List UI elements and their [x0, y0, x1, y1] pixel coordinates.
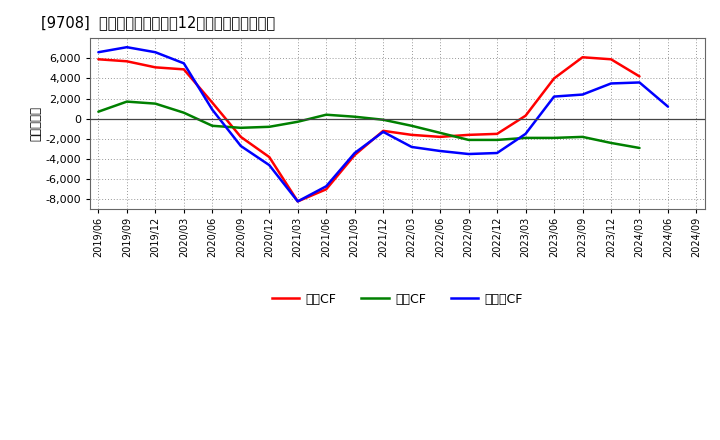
投資CF [151, 101, 160, 106]
営業CF [322, 187, 330, 192]
営業CF [607, 57, 616, 62]
投資CF [492, 137, 501, 143]
営業CF [408, 132, 416, 138]
投資CF [179, 110, 188, 115]
フリーCF [94, 50, 103, 55]
フリーCF [464, 151, 473, 157]
営業CF [294, 199, 302, 204]
営業CF [635, 74, 644, 79]
営業CF [236, 134, 245, 139]
投資CF [122, 99, 131, 104]
フリーCF [607, 81, 616, 86]
営業CF [151, 65, 160, 70]
Text: [9708]  キャッシュフローの12か月移動合計の推移: [9708] キャッシュフローの12か月移動合計の推移 [40, 15, 275, 30]
フリーCF [635, 80, 644, 85]
投資CF [208, 123, 217, 128]
フリーCF [208, 107, 217, 112]
営業CF [521, 113, 530, 118]
営業CF [464, 132, 473, 138]
投資CF [607, 140, 616, 146]
営業CF [122, 59, 131, 64]
Line: 営業CF: 営業CF [99, 57, 639, 202]
Legend: 営業CF, 投資CF, フリーCF: 営業CF, 投資CF, フリーCF [266, 288, 528, 311]
営業CF [550, 76, 559, 81]
フリーCF [236, 143, 245, 149]
フリーCF [294, 199, 302, 204]
投資CF [464, 137, 473, 143]
営業CF [94, 57, 103, 62]
フリーCF [379, 129, 387, 135]
フリーCF [578, 92, 587, 97]
投資CF [351, 114, 359, 119]
フリーCF [151, 50, 160, 55]
Y-axis label: （百万円）: （百万円） [30, 106, 42, 141]
投資CF [408, 123, 416, 128]
投資CF [265, 124, 274, 129]
営業CF [379, 128, 387, 133]
営業CF [351, 152, 359, 158]
営業CF [578, 55, 587, 60]
フリーCF [322, 183, 330, 189]
フリーCF [492, 150, 501, 156]
投資CF [322, 112, 330, 117]
投資CF [635, 145, 644, 150]
投資CF [379, 117, 387, 122]
フリーCF [408, 144, 416, 150]
投資CF [436, 130, 444, 136]
フリーCF [521, 131, 530, 136]
営業CF [436, 134, 444, 139]
投資CF [550, 135, 559, 140]
投資CF [578, 134, 587, 139]
営業CF [208, 100, 217, 105]
Line: 投資CF: 投資CF [99, 102, 639, 148]
営業CF [265, 154, 274, 160]
営業CF [492, 131, 501, 136]
投資CF [236, 125, 245, 130]
投資CF [94, 109, 103, 114]
フリーCF [122, 44, 131, 50]
Line: フリーCF: フリーCF [99, 47, 668, 202]
投資CF [521, 135, 530, 140]
フリーCF [550, 94, 559, 99]
フリーCF [436, 148, 444, 154]
フリーCF [265, 162, 274, 168]
フリーCF [351, 150, 359, 156]
フリーCF [179, 61, 188, 66]
投資CF [294, 119, 302, 125]
営業CF [179, 67, 188, 72]
フリーCF [664, 104, 672, 109]
